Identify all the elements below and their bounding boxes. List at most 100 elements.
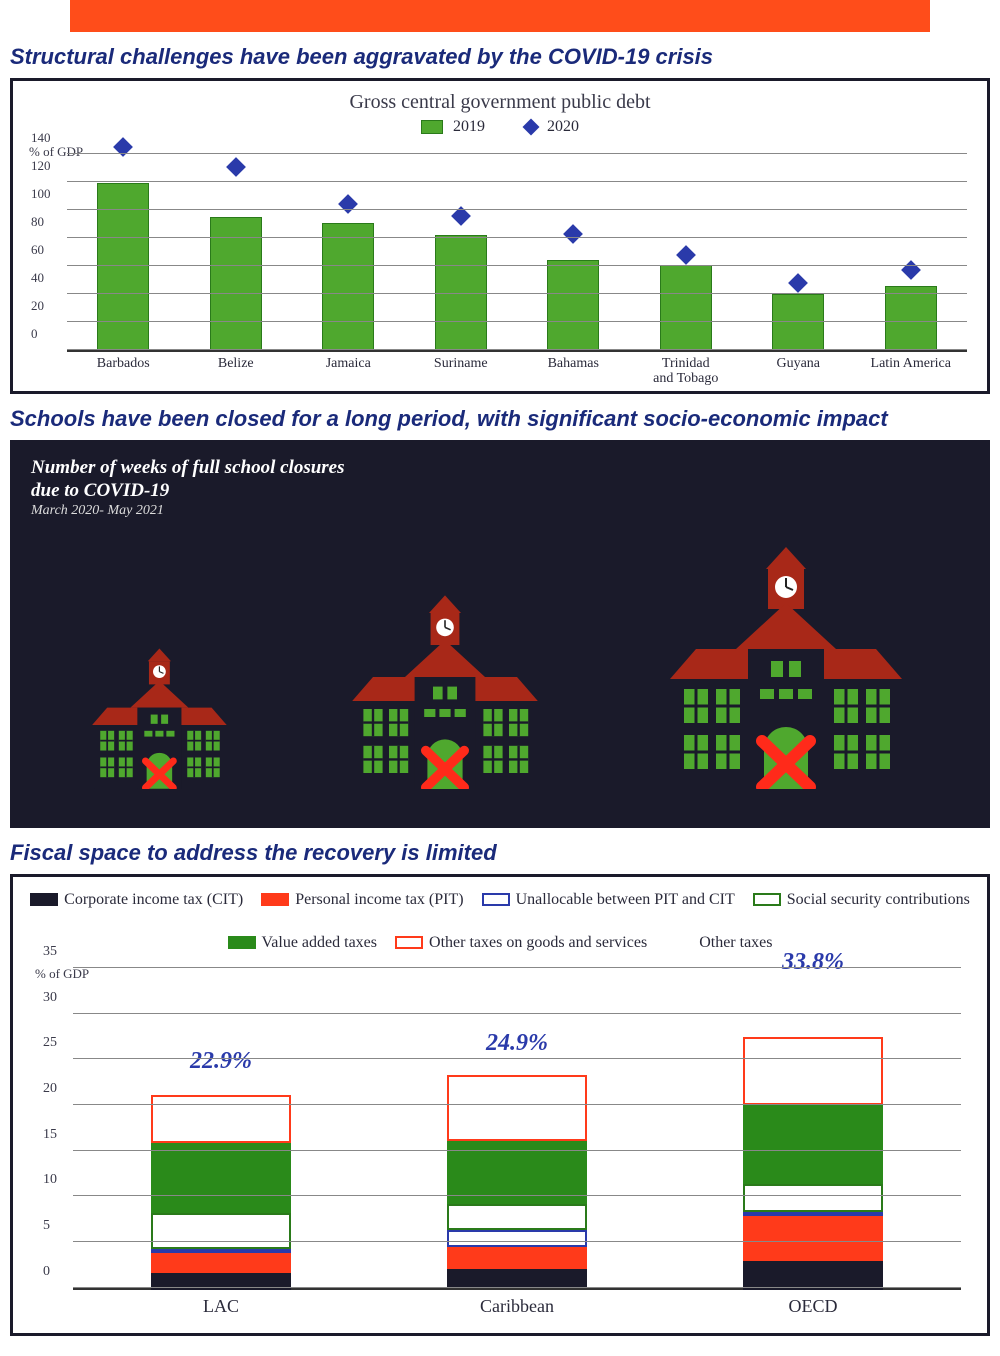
chart3-ytick: 25 xyxy=(43,1035,57,1051)
chart3-segment xyxy=(743,1037,883,1105)
chart1-xlabel: Guyana xyxy=(748,356,848,387)
chart3-segment xyxy=(151,1213,291,1250)
chart3-legend-swatch xyxy=(395,936,423,949)
chart3: % of GDP 22.9%24.9%33.8% 05101520253035 … xyxy=(29,970,971,1317)
chart3-frame: Corporate income tax (CIT) Personal incom… xyxy=(10,874,990,1336)
chart3-total-label: 33.8% xyxy=(743,949,883,1032)
chart3-legend-swatch xyxy=(228,936,256,949)
chart1-marker xyxy=(338,195,358,215)
chart3-ytick: 35 xyxy=(43,944,57,960)
chart1-xlabel: Jamaica xyxy=(298,356,398,387)
chart3-legend-label: Social security contributions xyxy=(787,887,970,913)
chart1-xlabel: Latin America xyxy=(861,356,961,387)
chart3-total-label: 24.9% xyxy=(447,1030,587,1069)
school-icon xyxy=(341,581,549,789)
school-icon xyxy=(656,529,916,789)
chart1-bar xyxy=(885,286,937,350)
chart1-ytick: 80 xyxy=(31,214,44,230)
chart3-ytick: 10 xyxy=(43,1172,57,1188)
chart1-ytick: 140 xyxy=(31,130,51,146)
chart1-xlabel: Suriname xyxy=(411,356,511,387)
chart1-ytick: 100 xyxy=(31,186,51,202)
chart1-bar xyxy=(660,265,712,350)
legend-label-2020: 2020 xyxy=(547,118,579,135)
section-title-1: Structural challenges have been aggravat… xyxy=(10,44,990,70)
chart3-segment xyxy=(151,1095,291,1143)
chart3-segment xyxy=(743,1216,883,1261)
schools-heading-l2: due to COVID-19 xyxy=(31,480,969,503)
top-bar xyxy=(70,0,930,32)
chart3-column: 24.9% xyxy=(447,1060,587,1288)
chart3-legend-item: Social security contributions xyxy=(753,887,970,913)
chart3-xlabel: LAC xyxy=(121,1296,321,1317)
chart3-legend-item: Other taxes on goods and services xyxy=(395,930,647,956)
chart3-segment xyxy=(447,1141,587,1203)
chart1-legend: 2019 2020 xyxy=(23,118,977,136)
chart3-legend-label: Other taxes on goods and services xyxy=(429,930,647,956)
chart3-segment xyxy=(447,1204,587,1231)
chart3-total-label: 22.9% xyxy=(151,1048,291,1088)
section-title-2: Schools have been closed for a long peri… xyxy=(10,406,990,432)
chart3-legend: Corporate income tax (CIT) Personal incom… xyxy=(29,887,971,956)
chart3-ytick: 20 xyxy=(43,1081,57,1097)
chart1-frame: Gross central government public debt 201… xyxy=(10,78,990,394)
chart3-segment xyxy=(447,1269,587,1288)
chart3-xlabel: Caribbean xyxy=(417,1296,617,1317)
chart3-legend-item: Personal income tax (PIT) xyxy=(261,887,463,913)
chart3-column: 22.9% xyxy=(151,1078,291,1287)
chart3-legend-label: Corporate income tax (CIT) xyxy=(64,887,243,913)
schools-row xyxy=(31,529,969,789)
section-title-3: Fiscal space to address the recovery is … xyxy=(10,840,990,866)
chart1-marker xyxy=(901,260,921,280)
chart3-ytick: 5 xyxy=(43,1218,50,1234)
chart1-bar xyxy=(322,223,374,350)
schools-subheading: March 2020- May 2021 xyxy=(31,503,969,519)
chart3-legend-item: Unallocable between PIT and CIT xyxy=(482,887,735,913)
schools-panel: Number of weeks of full school closures … xyxy=(10,440,990,828)
chart1-xlabel: Belize xyxy=(186,356,286,387)
chart3-legend-swatch xyxy=(30,893,58,906)
chart1-marker xyxy=(226,157,246,177)
chart3-segment xyxy=(447,1075,587,1142)
chart1-ytick: 60 xyxy=(31,242,44,258)
chart1-ytick: 20 xyxy=(31,298,44,314)
chart1-marker xyxy=(788,273,808,293)
chart3-segment xyxy=(151,1253,291,1273)
chart1-xlabel: Bahamas xyxy=(523,356,623,387)
chart3-legend-item: Corporate income tax (CIT) xyxy=(30,887,243,913)
legend-label-2019: 2019 xyxy=(453,118,485,135)
chart1-ytick: 0 xyxy=(31,326,38,342)
chart1-marker xyxy=(676,245,696,265)
chart3-ytick: 15 xyxy=(43,1127,57,1143)
chart1-bar xyxy=(547,260,599,350)
chart1-bar xyxy=(772,294,824,350)
chart1-xlabel: Trinidadand Tobago xyxy=(636,356,736,387)
chart3-ytick: 0 xyxy=(43,1264,50,1280)
chart3-legend-label: Value added taxes xyxy=(262,930,378,956)
chart3-legend-label: Unallocable between PIT and CIT xyxy=(516,887,735,913)
chart1-plot: 020406080100120140 xyxy=(67,142,967,352)
chart3-legend-swatch xyxy=(261,893,289,906)
chart3-segment xyxy=(743,1261,883,1290)
chart3-legend-item: Value added taxes xyxy=(228,930,378,956)
chart1-title: Gross central government public debt xyxy=(23,91,977,114)
chart3-segment xyxy=(743,1184,883,1212)
legend-box-2019 xyxy=(421,120,443,134)
chart3-legend-label: Personal income tax (PIT) xyxy=(295,887,463,913)
chart1-ytick: 40 xyxy=(31,270,44,286)
chart3-segment xyxy=(447,1230,587,1246)
school-icon xyxy=(84,638,235,789)
chart3-legend-swatch xyxy=(482,893,510,906)
chart3-plot: 22.9%24.9%33.8% 05101520253035 xyxy=(73,970,961,1290)
chart3-legend-swatch xyxy=(753,893,781,906)
chart3-segment xyxy=(743,1105,883,1184)
chart1-xlabel: Barbados xyxy=(73,356,173,387)
chart1-marker xyxy=(563,224,583,244)
chart3-ytick: 30 xyxy=(43,990,57,1006)
chart3-segment xyxy=(151,1143,291,1212)
legend-diamond-2020 xyxy=(523,119,540,136)
schools-heading-l1: Number of weeks of full school closures xyxy=(31,457,969,480)
chart3-xlabel: OECD xyxy=(713,1296,913,1317)
chart1: Gross central government public debt 201… xyxy=(23,91,977,381)
chart3-segment xyxy=(447,1247,587,1269)
